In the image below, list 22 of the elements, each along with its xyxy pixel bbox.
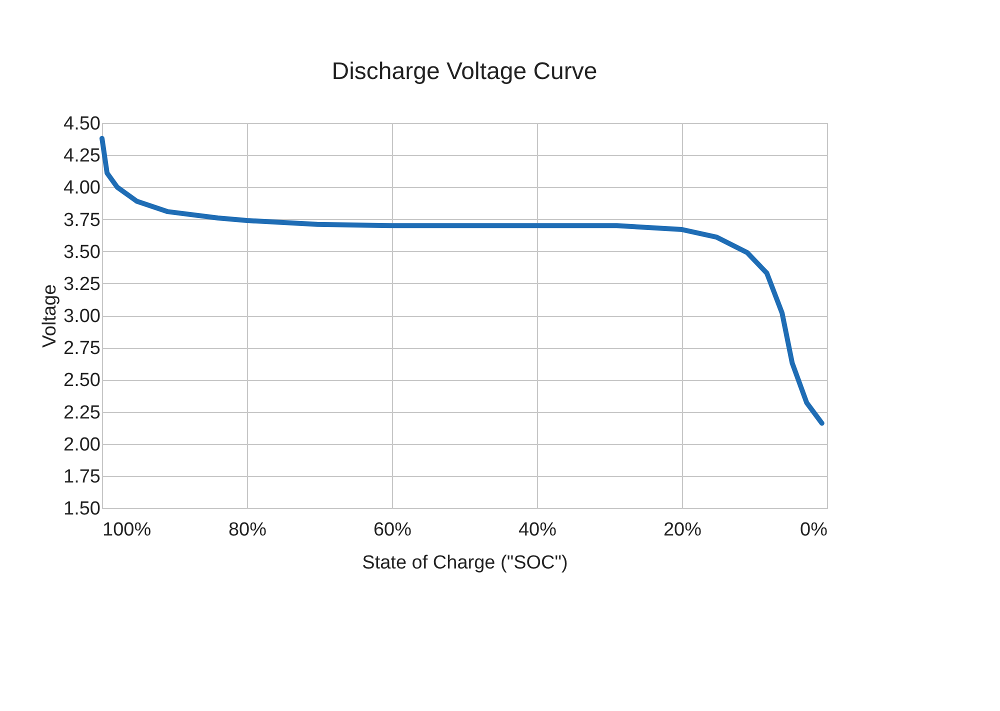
y-tick-label: 4.00 <box>64 178 100 199</box>
x-tick-label: 80% <box>228 520 267 540</box>
y-tick-label: 2.50 <box>64 370 100 392</box>
x-tick-label: 60% <box>373 520 412 540</box>
y-tick-label: 3.50 <box>64 242 100 263</box>
y-tick-label: 4.50 <box>64 114 100 134</box>
x-axis-title: State of Charge ("SOC") <box>362 552 568 574</box>
x-tick-label: 40% <box>518 520 557 540</box>
x-tick-label: 100% <box>102 520 152 540</box>
y-tick-label: 4.25 <box>64 146 100 167</box>
y-axis-title: Voltage <box>40 284 61 348</box>
x-tick-label: 20% <box>663 520 702 540</box>
y-tick-label: 3.75 <box>64 210 100 231</box>
y-tick-label: 2.25 <box>64 402 100 424</box>
y-tick-label: 3.25 <box>64 274 100 295</box>
y-tick-label: 1.75 <box>64 466 100 488</box>
y-tick-label: 2.75 <box>64 338 100 360</box>
y-tick-label: 2.00 <box>64 434 100 456</box>
y-tick-label: 1.50 <box>64 498 100 520</box>
x-tick-label: 0% <box>800 520 828 540</box>
y-tick-label: 3.00 <box>64 306 100 327</box>
chart-title: Discharge Voltage Curve <box>332 58 598 85</box>
